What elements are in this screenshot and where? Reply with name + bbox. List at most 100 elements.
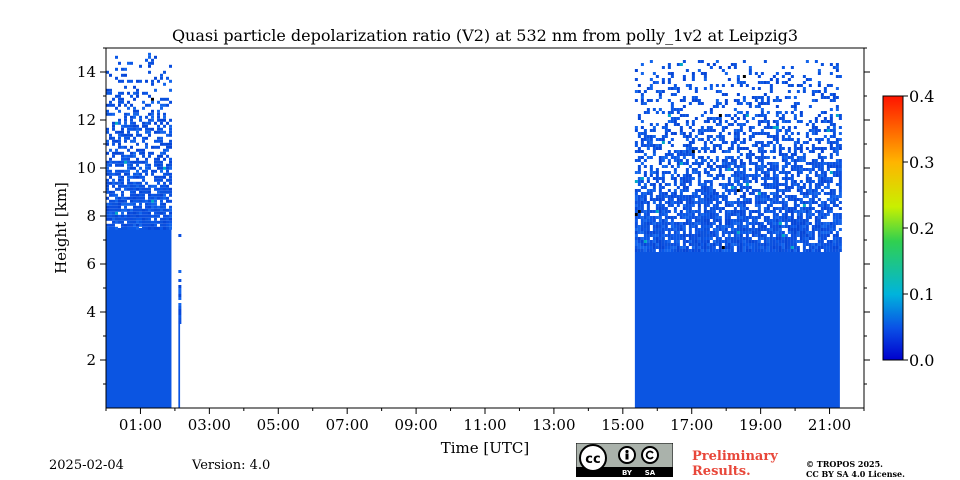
heatmap-cell bbox=[106, 169, 109, 173]
heatmap-cell bbox=[730, 219, 734, 222]
heatmap-cell bbox=[697, 222, 701, 225]
heatmap-cell bbox=[646, 228, 650, 231]
heatmap-cell bbox=[730, 144, 734, 147]
heatmap-cell bbox=[757, 234, 761, 237]
heatmap-cell bbox=[808, 234, 812, 237]
heatmap-cell bbox=[676, 87, 680, 90]
heatmap-cell bbox=[682, 75, 686, 78]
heatmap-cell bbox=[835, 183, 839, 186]
heatmap-cell bbox=[751, 174, 755, 177]
heatmap-cell bbox=[769, 78, 773, 81]
heatmap-cell bbox=[784, 159, 788, 162]
heatmap-cell bbox=[682, 156, 686, 159]
heatmap-cell bbox=[796, 132, 800, 135]
heatmap-cell bbox=[751, 192, 755, 195]
heatmap-cell bbox=[763, 249, 767, 252]
heatmap-cell bbox=[751, 240, 755, 243]
heatmap-cell bbox=[805, 213, 809, 216]
heatmap-cell bbox=[781, 192, 785, 195]
heatmap-cell bbox=[166, 226, 169, 230]
heatmap-cell bbox=[118, 97, 121, 101]
heatmap-cell bbox=[751, 231, 755, 234]
heatmap-cell bbox=[742, 138, 746, 141]
heatmap-cell bbox=[748, 66, 752, 69]
heatmap-cell bbox=[637, 204, 641, 207]
heatmap-cell bbox=[733, 210, 737, 213]
heatmap-cell bbox=[766, 132, 770, 135]
heatmap-cell bbox=[697, 60, 701, 63]
heatmap-cell bbox=[130, 115, 133, 119]
heatmap-cell bbox=[160, 166, 163, 170]
heatmap-cell bbox=[808, 78, 812, 81]
heatmap-cell bbox=[658, 93, 662, 96]
heatmap-cell bbox=[658, 189, 662, 192]
heatmap-cell bbox=[775, 213, 779, 216]
heatmap-cell bbox=[808, 243, 812, 246]
heatmap-cell bbox=[649, 210, 653, 213]
heatmap-cell bbox=[739, 240, 743, 243]
heatmap-cell bbox=[739, 213, 743, 216]
heatmap-cell bbox=[715, 228, 719, 231]
heatmap-cell bbox=[118, 91, 121, 95]
heatmap-cell bbox=[688, 234, 692, 237]
heatmap-cell bbox=[112, 217, 115, 221]
heatmap-cell bbox=[775, 216, 779, 219]
heatmap-cell bbox=[793, 162, 797, 165]
heatmap-cell bbox=[676, 108, 680, 111]
heatmap-cell bbox=[781, 204, 785, 207]
heatmap-cell bbox=[115, 151, 118, 155]
heatmap-cell bbox=[790, 84, 794, 87]
heatmap-cell bbox=[703, 111, 707, 114]
heatmap-cell bbox=[802, 75, 806, 78]
heatmap-cell bbox=[781, 183, 785, 186]
heatmap-cell bbox=[781, 66, 785, 69]
heatmap-cell bbox=[811, 237, 815, 240]
heatmap-cell bbox=[733, 108, 737, 111]
heatmap-cell bbox=[754, 144, 758, 147]
heatmap-cell bbox=[703, 222, 707, 225]
heatmap-cell bbox=[697, 150, 701, 153]
heatmap-cell bbox=[661, 186, 665, 189]
heatmap-cell bbox=[772, 240, 776, 243]
heatmap-cell bbox=[796, 249, 800, 252]
heatmap-cell bbox=[673, 93, 677, 96]
heatmap-cell bbox=[802, 222, 806, 225]
heatmap-cell bbox=[796, 189, 800, 192]
heatmap-cell bbox=[169, 100, 172, 104]
heatmap-cell bbox=[730, 231, 734, 234]
heatmap-cell bbox=[760, 111, 764, 114]
heatmap-cell bbox=[130, 166, 133, 170]
heatmap-cell bbox=[778, 240, 782, 243]
heatmap-cell bbox=[799, 144, 803, 147]
heatmap-cell bbox=[142, 196, 145, 200]
heatmap-cell bbox=[718, 102, 722, 105]
heatmap-cell bbox=[145, 130, 148, 134]
heatmap-cell bbox=[745, 102, 749, 105]
heatmap-cell bbox=[799, 168, 803, 171]
heatmap-cell bbox=[691, 195, 695, 198]
heatmap-cell bbox=[775, 222, 779, 225]
heatmap-cell bbox=[724, 165, 728, 168]
heatmap-cell bbox=[787, 135, 791, 138]
heatmap-cell bbox=[700, 243, 704, 246]
heatmap-cell bbox=[727, 123, 731, 126]
heatmap-cell bbox=[685, 174, 689, 177]
heatmap-cell bbox=[805, 228, 809, 231]
heatmap-cell bbox=[106, 130, 109, 134]
heatmap-cell bbox=[142, 217, 145, 221]
heatmap-cell bbox=[685, 216, 689, 219]
heatmap-cell bbox=[676, 246, 680, 249]
heatmap-cell bbox=[112, 97, 115, 101]
heatmap-cell bbox=[748, 135, 752, 138]
copyright-line-1: © TROPOS 2025. bbox=[806, 459, 883, 469]
heatmap-cell bbox=[736, 180, 740, 183]
heatmap-cell bbox=[160, 121, 163, 125]
heatmap-cell bbox=[178, 297, 182, 300]
heatmap-cell bbox=[148, 196, 151, 200]
heatmap-cell bbox=[772, 237, 776, 240]
heatmap-cell bbox=[124, 133, 127, 137]
heatmap-cell bbox=[838, 237, 842, 240]
heatmap-cell bbox=[706, 192, 710, 195]
heatmap-cell bbox=[118, 178, 121, 182]
heatmap-cell bbox=[727, 231, 731, 234]
